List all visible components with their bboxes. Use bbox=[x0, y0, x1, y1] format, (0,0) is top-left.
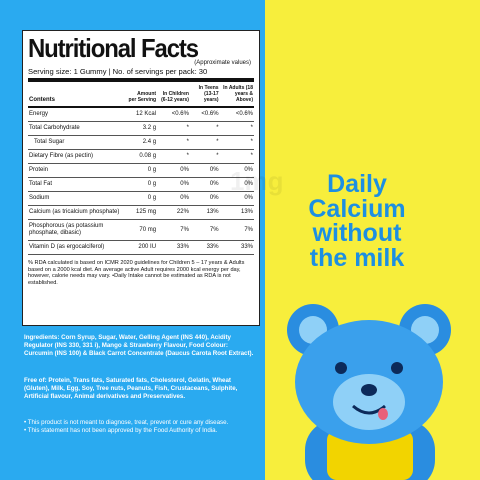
table-cell: 13% bbox=[219, 205, 254, 220]
disclaimer: • This product is not meant to diagnose,… bbox=[24, 419, 229, 426]
subtitle: (Approximate values) bbox=[194, 60, 251, 66]
eye bbox=[335, 362, 347, 374]
table-cell: * bbox=[219, 121, 254, 136]
table-cell: Phosphorous (as potassium phosphate, dib… bbox=[28, 219, 128, 241]
header-row: Contents Amount per Serving In Children (6… bbox=[28, 82, 254, 108]
table-row: Protein 0 g 0% 0% 0% bbox=[28, 163, 254, 178]
free-of: Free of: Protein, Trans fats, Saturated … bbox=[24, 377, 238, 400]
table-cell: 0% bbox=[219, 177, 254, 192]
watermark: 1mg bbox=[230, 166, 284, 196]
table-row: Dietary Fibre (as pectin) 0.08 g * * * bbox=[28, 149, 254, 164]
table-cell: 7% bbox=[219, 219, 254, 241]
shirt bbox=[327, 430, 413, 480]
table-cell: * bbox=[157, 121, 190, 136]
tagline-line: Daily bbox=[327, 170, 387, 198]
table-row: Total Carbohydrate 3.2 g * * * bbox=[28, 121, 254, 136]
tongue bbox=[378, 408, 388, 420]
table-cell: * bbox=[219, 135, 254, 150]
table-cell: Energy bbox=[28, 107, 128, 122]
table-cell: 2.4 g bbox=[127, 135, 158, 150]
table-row: Calcium (as tricalcium phosphate) 125 mg 2… bbox=[28, 205, 254, 220]
title: Nutritional Facts bbox=[28, 33, 199, 63]
serving: Serving size: 1 Gummy | No. of servings … bbox=[28, 61, 254, 82]
table-row: Energy 12 Kcal <0.6% <0.6% <0.6% bbox=[28, 107, 254, 122]
table-cell: Total Sugar bbox=[28, 135, 128, 150]
column-header: In Teens (13-17 years) bbox=[189, 82, 220, 108]
tagline-line: Calcium bbox=[308, 194, 406, 223]
table-cell: 70 mg bbox=[127, 219, 158, 241]
table-cell: * bbox=[157, 149, 190, 164]
table-cell: 33% bbox=[219, 240, 254, 255]
table-cell: * bbox=[189, 121, 220, 136]
bear bbox=[287, 304, 451, 480]
table-cell: 7% bbox=[157, 219, 190, 241]
table-cell: 13% bbox=[189, 205, 220, 220]
table-cell: 0.08 g bbox=[127, 149, 158, 164]
table-cell: 0% bbox=[189, 191, 220, 206]
table-cell: 0% bbox=[157, 177, 190, 192]
table-cell: 125 mg bbox=[127, 205, 158, 220]
disclaimer: • This statement has not been approved b… bbox=[24, 427, 218, 434]
nutrition-table: Contents Amount per Serving In Children (6… bbox=[28, 82, 254, 255]
table-cell: <0.6% bbox=[189, 107, 220, 122]
table-cell: 0% bbox=[157, 191, 190, 206]
table-cell: 0% bbox=[189, 177, 220, 192]
muzzle bbox=[333, 374, 405, 430]
nose bbox=[361, 384, 377, 396]
nutrition-box: Nutritional Facts (Approximate values) S… bbox=[22, 30, 260, 326]
tagline: Daily Calcium without the milk bbox=[272, 172, 442, 270]
table-cell: 7% bbox=[189, 219, 220, 241]
table-cell: 0% bbox=[219, 191, 254, 206]
footnote: % RDA calculated is based on ICMR 2020 g… bbox=[28, 260, 245, 286]
table-row: Total Fat 0 g 0% 0% 0% bbox=[28, 177, 254, 192]
table-cell: 3.2 g bbox=[127, 121, 158, 136]
column-header: In Children (6-12 years) bbox=[157, 82, 190, 108]
table-cell: 0 g bbox=[127, 177, 158, 192]
table-cell: Sodium bbox=[28, 191, 128, 206]
table-cell: 0% bbox=[189, 163, 220, 178]
eye bbox=[391, 362, 403, 374]
column-header: In Adults (18 years & Above) bbox=[219, 82, 254, 108]
table-cell: 0 g bbox=[127, 191, 158, 206]
table-cell: Dietary Fibre (as pectin) bbox=[28, 149, 128, 164]
column-header: Contents bbox=[28, 82, 128, 108]
mouth bbox=[352, 404, 386, 415]
tagline-line: the milk bbox=[309, 243, 405, 272]
table-cell: Total Fat bbox=[28, 177, 128, 192]
table-cell: Total Carbohydrate bbox=[28, 121, 128, 136]
table-row: Sodium 0 g 0% 0% 0% bbox=[28, 191, 254, 206]
table-cell: Calcium (as tricalcium phosphate) bbox=[28, 205, 128, 220]
table-cell: <0.6% bbox=[219, 107, 254, 122]
ingredients: Ingredients: Corn Syrup, Sugar, Water, G… bbox=[24, 334, 254, 357]
table-cell: 33% bbox=[189, 240, 220, 255]
table-cell: * bbox=[189, 135, 220, 150]
table-cell: 200 IU bbox=[127, 240, 158, 255]
table-cell: 0% bbox=[157, 163, 190, 178]
table-cell: 0% bbox=[219, 163, 254, 178]
table-cell: * bbox=[219, 149, 254, 164]
table-cell: Protein bbox=[28, 163, 128, 178]
table-cell: * bbox=[157, 135, 190, 150]
table-cell: <0.6% bbox=[157, 107, 190, 122]
tagline-line: without bbox=[312, 219, 402, 247]
table-row: Vitamin D (as ergocalciferol) 200 IU 33% 33… bbox=[28, 240, 254, 255]
table-cell: 22% bbox=[157, 205, 190, 220]
column-header: Amount per Serving bbox=[127, 82, 158, 108]
table-cell: 12 Kcal bbox=[127, 107, 158, 122]
table-cell: 33% bbox=[157, 240, 190, 255]
table-row: Phosphorous (as potassium phosphate, dib… bbox=[28, 219, 254, 241]
table-cell: 0 g bbox=[127, 163, 158, 178]
table-cell: * bbox=[189, 149, 220, 164]
disclaimers: • This product is not meant to diagnose,… bbox=[24, 419, 258, 435]
table-row: Total Sugar 2.4 g * * * bbox=[28, 135, 254, 150]
table-cell: Vitamin D (as ergocalciferol) bbox=[28, 240, 128, 255]
